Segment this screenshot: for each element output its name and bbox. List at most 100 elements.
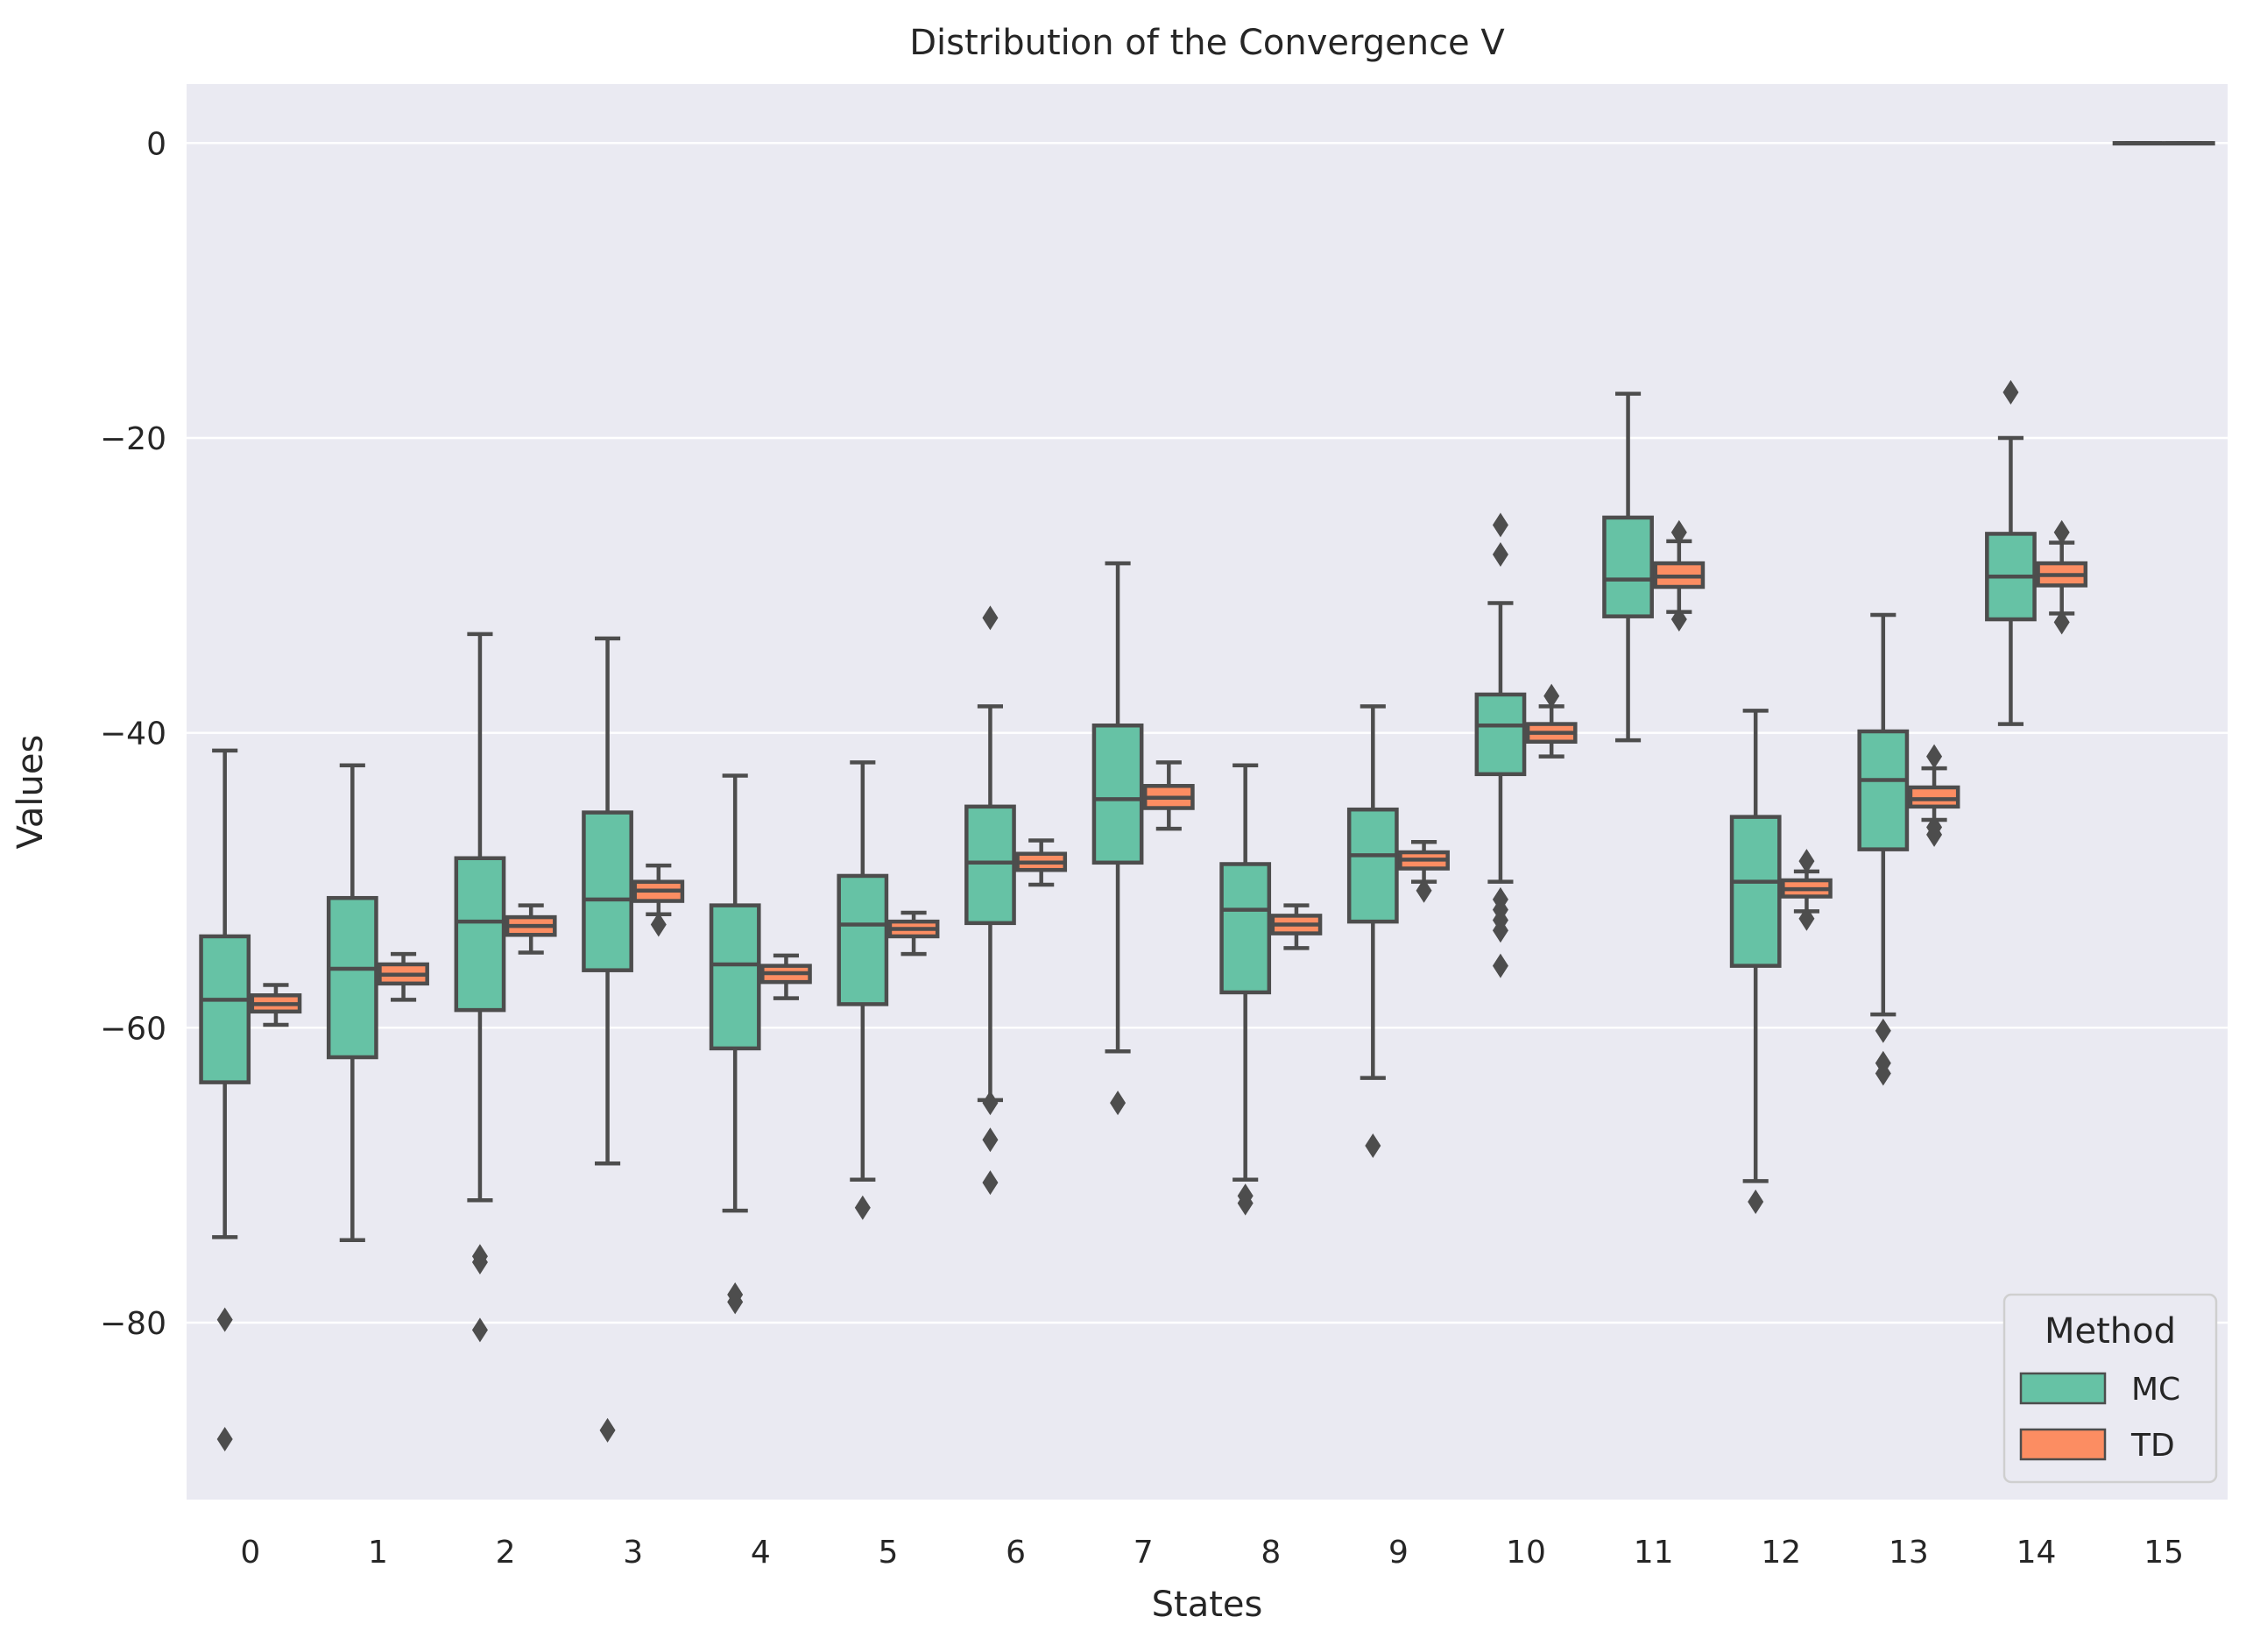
outlier-point [1748,1189,1764,1214]
x-axis-label: States [1152,1585,1263,1625]
box-mc-5 [837,760,889,1220]
box-body [1857,729,1910,851]
outlier-point [216,1307,233,1332]
box-layer [199,141,2215,1451]
box-mc-12 [1729,709,1782,1214]
box-mc-15 [2112,141,2165,146]
outlier-point [1926,822,1943,847]
outlier-point [1110,1091,1127,1116]
outlier-point [1798,849,1815,874]
box-body [582,810,633,972]
outlier-point [471,1249,488,1274]
box-td-11 [1653,519,1706,632]
outlier-point [1492,512,1508,538]
legend-swatch-mc [2019,1372,2107,1405]
outlier-point [727,1289,744,1315]
box-td-4 [760,953,812,1000]
box-body [1219,862,1272,995]
box-td-8 [1270,903,1323,950]
box-body [1091,724,1144,865]
box-mc-1 [326,763,378,1242]
outlier-point [1798,906,1815,931]
x-tick-label: 15 [2144,1535,2184,1571]
box-body [1908,785,1960,809]
legend-label-mc: MC [2131,1372,2180,1408]
y-tick-label: −80 [100,1306,166,1342]
outlier-point [1492,541,1508,567]
box-td-5 [887,910,940,957]
x-tick-label: 12 [1761,1535,1801,1571]
outlier-point [471,1317,488,1343]
box-td-6 [1015,838,1068,887]
box-body [1602,515,1654,618]
box-body [837,873,889,1006]
x-tick-label: 0 [240,1535,260,1571]
box-body [326,895,378,1060]
outlier-point [982,605,999,631]
box-mc-8 [1219,763,1272,1216]
outlier-point [2002,379,2019,405]
box-td-1 [378,951,429,1002]
x-tick-label: 13 [1889,1535,1929,1571]
y-axis-label: Values [11,735,51,850]
x-tick-label: 6 [1006,1535,1026,1571]
outlier-point [1926,744,1943,769]
outlier-point [982,1127,999,1153]
box-mc-0 [199,748,251,1451]
outlier-point [1492,953,1508,978]
outlier-point [1237,1190,1254,1216]
box-mc-14 [1985,379,2037,726]
y-tick-label: −40 [100,717,166,752]
x-tick-label: 3 [623,1535,643,1571]
x-tick-label: 10 [1506,1535,1546,1571]
x-tick-label: 9 [1388,1535,1409,1571]
x-tick-label: 7 [1134,1535,1154,1571]
outlier-point [2053,610,2070,635]
box-mc-4 [709,773,761,1315]
outlier-point [216,1426,233,1451]
outlier-point [2053,519,2070,545]
outlier-point [1365,1133,1381,1158]
box-body [709,903,761,1051]
box-td-13 [1908,744,1960,847]
x-tick-label: 4 [751,1535,771,1571]
outlier-point [1543,683,1560,709]
outlier-point [599,1417,616,1443]
x-tick-label: 2 [496,1535,516,1571]
box-td-12 [1781,849,1833,931]
outlier-point [650,912,667,937]
y-tick-label: 0 [146,126,166,162]
box-body [454,856,506,1013]
axis-labels: 0−20−40−60−800 1 2 3 4 5 6 7 8 9 10 11 12 13 14 15 [100,126,2184,1571]
box-mc-7 [1091,561,1144,1116]
box-body [1474,692,1527,777]
outlier-point [982,1170,999,1196]
box-mc-11 [1602,392,1654,743]
y-tick-label: −20 [100,421,166,457]
outlier-point [1670,519,1687,545]
box-body [199,934,251,1084]
box-td-10 [1525,683,1578,759]
x-tick-label: 1 [368,1535,388,1571]
outlier-point [1670,607,1687,632]
box-mc-2 [454,632,506,1343]
box-body [964,804,1016,926]
box-mc-13 [1857,612,1910,1086]
x-tick-label: 8 [1261,1535,1281,1571]
x-tick-label: 14 [2016,1535,2057,1571]
chart-title: Distribution of the Convergence V [909,23,1505,63]
box-td-7 [1142,760,1195,831]
legend: Method MC TD [2002,1293,2218,1484]
legend-swatch-td [2019,1428,2107,1461]
outlier-point [982,1091,999,1116]
outlier-point [1416,878,1432,903]
box-td-2 [505,903,557,955]
outlier-point [1875,1018,1891,1043]
outlier-point [1875,1061,1891,1086]
box-td-14 [2036,519,2088,635]
box-body [1729,815,1782,968]
box-mc-9 [1346,704,1399,1158]
box-td-9 [1398,839,1450,903]
